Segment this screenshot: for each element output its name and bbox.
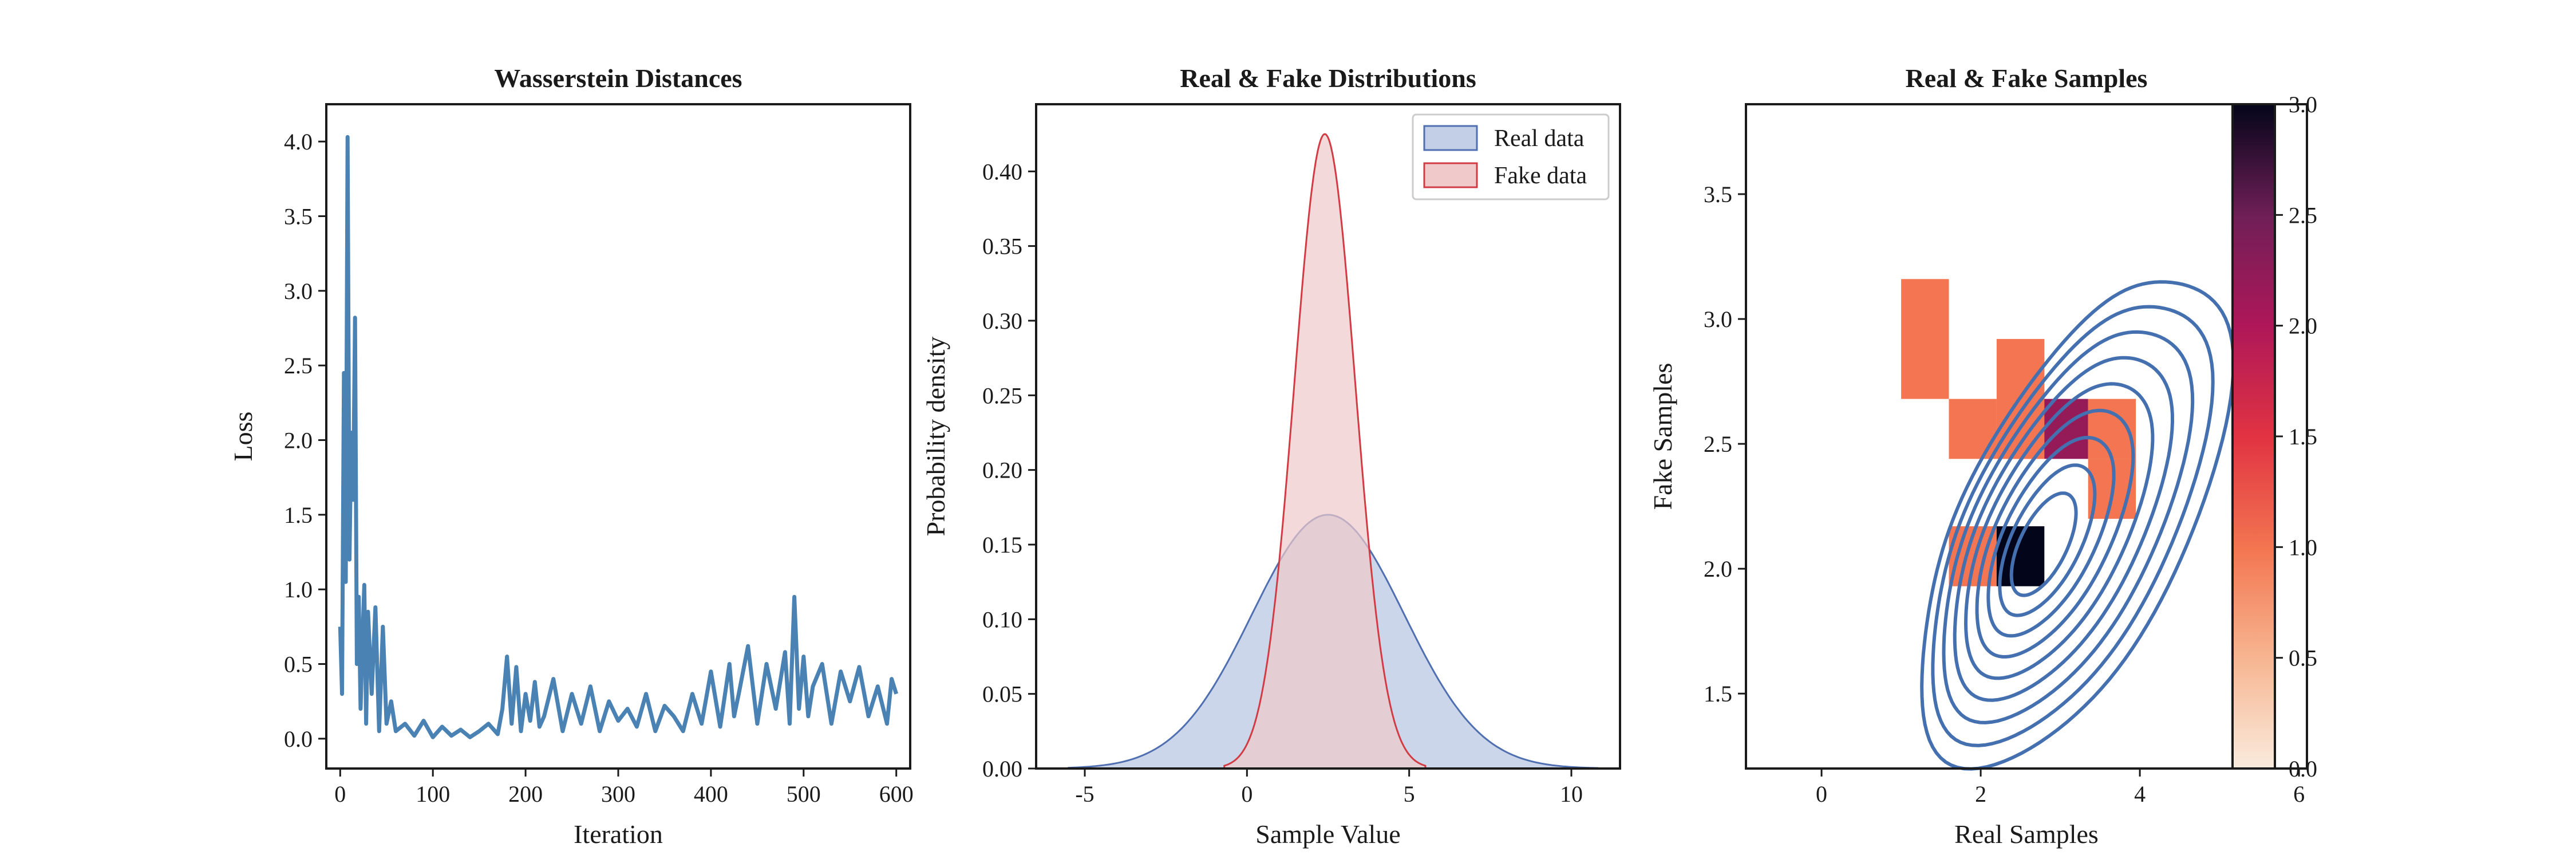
contour-line (1998, 463, 2097, 617)
y-tick-label: 3.5 (284, 204, 313, 230)
contour-line (1942, 330, 2195, 724)
y-tick-label: 2.0 (1704, 556, 1732, 582)
x-tick-label: -5 (1075, 781, 1094, 807)
chart-title: Real & Fake Samples (1906, 64, 2148, 93)
y-tick-label: 0.20 (982, 458, 1022, 483)
y-tick-label: 1.5 (284, 502, 313, 528)
y-axis-label: Fake Samples (1648, 363, 1677, 510)
y-axis-label: Loss (228, 412, 258, 462)
x-axis-label: Sample Value (1255, 819, 1400, 849)
y-tick-label: 3.0 (284, 278, 313, 304)
x-tick-label: 0 (334, 781, 346, 807)
y-tick-label: 0.5 (284, 652, 313, 677)
x-tick-label: 400 (694, 781, 728, 807)
kde-contours (1920, 280, 2235, 771)
distributions-panel: Real & Fake Distributions -5 0 5 10 0.00 0.05… (921, 64, 1621, 849)
x-tick-label: 500 (787, 781, 821, 807)
heatmap-cell (1949, 399, 1997, 459)
y-tick-label: 0.30 (982, 308, 1022, 334)
y-tick-label: 0.05 (982, 681, 1022, 707)
heatmap-cell (2044, 399, 2088, 459)
contour-line (1920, 280, 2235, 771)
y-tick-label: 2.5 (1704, 431, 1732, 457)
legend-label-real: Real data (1494, 125, 1585, 152)
colorbar (2233, 104, 2275, 769)
x-tick-label: 2 (1975, 781, 1986, 807)
y-tick-label: 0.10 (982, 606, 1022, 632)
colorbar-tick-label: 1.5 (2289, 424, 2317, 450)
y-tick-label: 0.15 (982, 532, 1022, 558)
contour-line (1953, 356, 2175, 702)
samples-panel: Real & Fake Samples 0 2 4 61.52.02.53.03.5 … (1648, 64, 2317, 849)
x-tick-label: 10 (1560, 781, 1583, 807)
y-axis-label: Probability density (921, 337, 950, 537)
contour-line (1986, 436, 2116, 638)
colorbar-tick-label: 0.5 (2289, 645, 2317, 671)
y-tick-label: 3.5 (1704, 182, 1732, 207)
y-tick-label: 0.0 (284, 726, 313, 752)
y-tick-label: 3.0 (1704, 306, 1732, 332)
colorbar-tick-label: 2.5 (2289, 202, 2317, 228)
legend: Real data Fake data (1412, 113, 1610, 200)
fake-data-density (1223, 133, 1427, 770)
x-tick-label: 600 (879, 781, 914, 807)
legend-label-fake: Fake data (1494, 163, 1587, 189)
y-tick-label: 0.35 (982, 234, 1022, 259)
wasserstein-panel: Wasserstein Distances 0 100 200 300 400 500 60… (228, 64, 914, 849)
y-tick-label: 4.0 (284, 129, 313, 155)
x-axis-label: Real Samples (1954, 819, 2099, 849)
y-tick-label: 0.25 (982, 383, 1022, 408)
plot-frame (1035, 103, 1621, 770)
contour-line (1963, 382, 2155, 680)
chart-title: Wasserstein Distances (494, 64, 742, 93)
x-tick-label: 6 (2293, 781, 2305, 807)
plot-frame (1745, 103, 2308, 770)
x-tick-label: 0 (1241, 781, 1253, 807)
x-tick-label: 300 (601, 781, 635, 807)
x-tick-label: 100 (416, 781, 450, 807)
contour-line (1975, 408, 2135, 659)
y-tick-label: 0.40 (982, 159, 1022, 184)
y-tick-label: 1.5 (1704, 681, 1732, 707)
colorbar-ticks: 0.0 0.5 1.0 1.5 2.0 2.5 3.0 (2275, 92, 2317, 782)
tick-group: -5 0 5 10 0.00 0.05 0.10 0.15 0.20 0.25 0.30 0.35 0.… (982, 159, 1583, 807)
colorbar-tick-label: 3.0 (2289, 92, 2317, 117)
contour-line (2009, 491, 2078, 597)
tick-group: 0 100 200 300 400 500 600 0.0 0.5 1.0 1.5 2.0 2.5 3.0… (284, 129, 914, 807)
legend-swatch-real (1423, 125, 1478, 151)
legend-swatch-fake (1423, 162, 1478, 188)
y-tick-label: 0.00 (982, 756, 1022, 782)
x-tick-label: 5 (1404, 781, 1415, 807)
y-tick-label: 2.0 (284, 428, 313, 454)
x-tick-label: 4 (2134, 781, 2146, 807)
colorbar-tick-label: 0.0 (2289, 756, 2317, 782)
y-tick-label: 1.0 (284, 577, 313, 602)
x-tick-label: 200 (508, 781, 543, 807)
loss-line (338, 135, 899, 739)
x-axis-label: Iteration (574, 819, 663, 849)
colorbar-tick-label: 2.0 (2289, 313, 2317, 339)
chart-title: Real & Fake Distributions (1180, 64, 1476, 93)
plot-frame (325, 103, 911, 770)
colorbar-tick-label: 1.0 (2289, 534, 2317, 560)
contour-line (1931, 305, 2215, 747)
y-tick-label: 2.5 (284, 353, 313, 379)
x-tick-label: 0 (1816, 781, 1827, 807)
tick-group: 0 2 4 6 1.5 2.0 2.5 3.0 3.5 (1704, 182, 2305, 807)
heatmap-cell (1901, 279, 1949, 399)
